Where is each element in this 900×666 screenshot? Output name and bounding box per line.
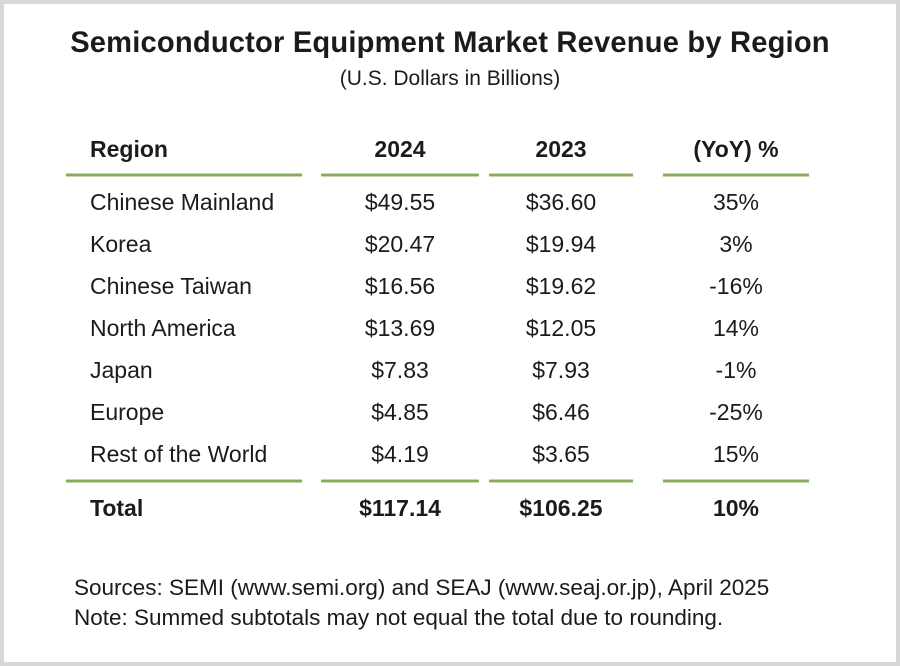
cell-yoy: -16% bbox=[709, 272, 763, 299]
cell-region: Europe bbox=[90, 398, 165, 425]
cell-2023: $3.65 bbox=[532, 440, 590, 467]
cell-region: Chinese Mainland bbox=[90, 188, 275, 215]
sources-line: Sources: SEMI (www.semi.org) and SEAJ (w… bbox=[74, 575, 770, 600]
table-row: Chinese Mainland $49.55 $36.60 35% bbox=[64, 181, 836, 223]
cell-2023: $12.05 bbox=[525, 314, 597, 341]
header-rule-2024 bbox=[321, 173, 479, 177]
total-rule-yoy bbox=[663, 479, 809, 483]
cell-2023: $19.62 bbox=[525, 272, 597, 299]
col-header-yoy: (YoY) % bbox=[693, 135, 779, 162]
cell-yoy: -25% bbox=[709, 398, 763, 425]
table-row: Korea $20.47 $19.94 3% bbox=[64, 223, 836, 265]
total-label: Total bbox=[90, 494, 144, 521]
cell-yoy: -1% bbox=[715, 356, 757, 383]
cell-region: North America bbox=[90, 314, 236, 341]
cell-2024: $20.47 bbox=[364, 230, 436, 257]
note-line: Note: Summed subtotals may not equal the… bbox=[74, 605, 724, 630]
header-rule-row bbox=[64, 169, 836, 181]
col-header-2023: 2023 bbox=[535, 135, 587, 162]
col-header-2024: 2024 bbox=[374, 135, 426, 162]
cell-2024: $4.85 bbox=[371, 398, 429, 425]
cell-2023: $36.60 bbox=[525, 188, 597, 215]
cell-2023: $19.94 bbox=[525, 230, 597, 257]
table-row: Chinese Taiwan $16.56 $19.62 -16% bbox=[64, 265, 836, 307]
header-rule-2023 bbox=[489, 173, 633, 177]
total-2023: $106.25 bbox=[519, 494, 603, 521]
cell-region: Korea bbox=[90, 230, 152, 257]
cell-yoy: 15% bbox=[712, 440, 760, 467]
cell-2023: $6.46 bbox=[532, 398, 590, 425]
cell-region: Japan bbox=[90, 356, 153, 383]
table-row: Rest of the World $4.19 $3.65 15% bbox=[64, 433, 836, 475]
page-title: Semiconductor Equipment Market Revenue b… bbox=[70, 26, 830, 59]
header-rule-region bbox=[66, 173, 302, 177]
total-rule-row bbox=[64, 475, 836, 487]
total-2024: $117.14 bbox=[359, 494, 441, 521]
cell-2024: $49.55 bbox=[364, 188, 436, 215]
cell-region: Chinese Taiwan bbox=[90, 272, 252, 299]
cell-2024: $4.19 bbox=[371, 440, 429, 467]
table-row: North America $13.69 $12.05 14% bbox=[64, 307, 836, 349]
cell-2024: $16.56 bbox=[364, 272, 436, 299]
table-row: Europe $4.85 $6.46 -25% bbox=[64, 391, 836, 433]
cell-yoy: 3% bbox=[719, 230, 753, 257]
cell-2023: $7.93 bbox=[532, 356, 590, 383]
total-yoy: 10% bbox=[712, 494, 760, 521]
col-header-region: Region bbox=[90, 135, 168, 162]
table-row: Japan $7.83 $7.93 -1% bbox=[64, 349, 836, 391]
revenue-table: Region 2024 2023 (YoY) % Chinese Mainlan… bbox=[64, 129, 836, 529]
table-header-row: Region 2024 2023 (YoY) % bbox=[64, 129, 836, 169]
footer-notes: Sources: SEMI (www.semi.org) and SEAJ (w… bbox=[74, 573, 896, 633]
cell-region: Rest of the World bbox=[90, 440, 268, 467]
cell-2024: $7.83 bbox=[371, 356, 429, 383]
total-rule-2024 bbox=[321, 479, 479, 483]
cell-yoy: 35% bbox=[712, 188, 760, 215]
table-total-row: Total $117.14 $106.25 10% bbox=[64, 487, 836, 529]
total-rule-region bbox=[66, 479, 302, 483]
cell-yoy: 14% bbox=[712, 314, 760, 341]
header-rule-yoy bbox=[663, 173, 809, 177]
page-subtitle: (U.S. Dollars in Billions) bbox=[339, 67, 561, 90]
total-rule-2023 bbox=[489, 479, 633, 483]
cell-2024: $13.69 bbox=[364, 314, 436, 341]
